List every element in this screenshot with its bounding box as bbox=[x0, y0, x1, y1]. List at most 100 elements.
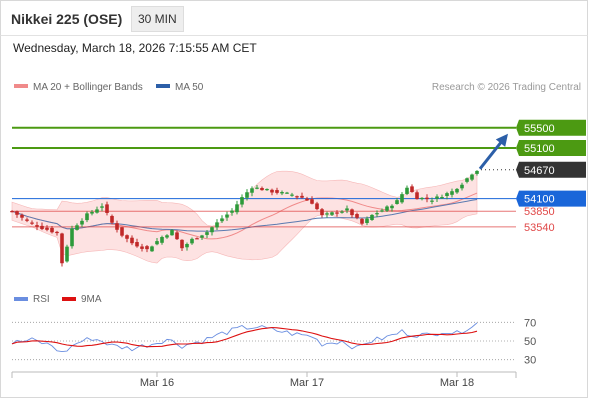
candle-body bbox=[460, 184, 464, 189]
candle-body bbox=[50, 227, 54, 233]
candle-body bbox=[440, 197, 444, 199]
rsi-ma-legend-swatch bbox=[62, 297, 76, 301]
candle-body bbox=[280, 192, 284, 194]
candle-body bbox=[455, 188, 459, 193]
candle-body bbox=[200, 235, 204, 238]
rsi-line bbox=[11, 322, 478, 353]
candle-body bbox=[340, 211, 344, 213]
candle-body bbox=[170, 230, 174, 236]
candle-body bbox=[435, 196, 439, 199]
candle-body bbox=[475, 170, 479, 174]
candle-body bbox=[285, 192, 289, 194]
candle-body bbox=[335, 212, 339, 214]
rsi-tick-30: 30 bbox=[524, 355, 536, 367]
candle-body bbox=[225, 214, 229, 218]
candle-body bbox=[35, 225, 39, 227]
level-label-55100: 55100 bbox=[524, 143, 555, 155]
candle-body bbox=[400, 194, 404, 203]
candle-body bbox=[380, 210, 384, 212]
candle-body bbox=[60, 233, 64, 264]
candle-body bbox=[295, 196, 299, 198]
candle-body bbox=[360, 218, 364, 224]
candle-body bbox=[425, 197, 429, 200]
candle-body bbox=[195, 238, 199, 240]
candle-body bbox=[330, 212, 334, 215]
candle-body bbox=[80, 220, 84, 225]
candle-body bbox=[250, 188, 254, 193]
candle-body bbox=[270, 189, 274, 193]
candle-body bbox=[150, 246, 154, 252]
candle-body bbox=[365, 218, 369, 224]
level-label-54670: 54670 bbox=[524, 165, 555, 177]
projection-arrow bbox=[478, 138, 505, 170]
candle-body bbox=[465, 178, 469, 182]
candle-body bbox=[10, 211, 14, 213]
level-tag-55100 bbox=[516, 140, 586, 157]
candle-body bbox=[255, 187, 259, 189]
instrument-title: Nikkei 225 (OSE) bbox=[11, 11, 123, 27]
chart-frame bbox=[0, 36, 588, 398]
candle-body bbox=[190, 238, 194, 244]
main-legend: MA 20 + Bollinger Bands MA 50 Research ©… bbox=[14, 82, 581, 93]
candle-body bbox=[85, 213, 89, 221]
rsi-legend-swatch bbox=[14, 297, 28, 301]
ma50-legend-label: MA 50 bbox=[175, 82, 204, 93]
candle-body bbox=[450, 191, 454, 195]
projection-arrow-head bbox=[495, 133, 508, 147]
bollinger-band bbox=[11, 170, 478, 264]
candle-body bbox=[180, 239, 184, 249]
candle-body bbox=[275, 190, 279, 193]
candle-body bbox=[120, 227, 124, 236]
rsi-legend-label: RSI bbox=[33, 294, 50, 305]
candle-body bbox=[405, 187, 409, 194]
candle-body bbox=[160, 237, 164, 243]
candle-body bbox=[470, 174, 474, 180]
candle-body bbox=[345, 208, 349, 211]
candle-body bbox=[420, 197, 424, 200]
candle-body bbox=[235, 204, 239, 213]
candle-body bbox=[70, 228, 74, 247]
candle-body bbox=[185, 243, 189, 248]
candle-body bbox=[350, 209, 354, 216]
candle-body bbox=[90, 211, 94, 214]
research-credit: Research © 2026 Trading Central bbox=[432, 82, 581, 93]
candle-body bbox=[135, 242, 139, 247]
candle-body bbox=[95, 209, 99, 213]
candles bbox=[10, 170, 479, 267]
candle-body bbox=[65, 246, 69, 262]
interval-selector[interactable]: 30 MIN bbox=[131, 6, 184, 32]
candle-body bbox=[385, 206, 389, 211]
candle-body bbox=[145, 246, 149, 250]
rsi-tick-50: 50 bbox=[524, 336, 536, 348]
x-tick-label: Mar 18 bbox=[440, 377, 474, 389]
ma20-legend-label: MA 20 + Bollinger Bands bbox=[33, 82, 143, 93]
candle-body bbox=[125, 235, 129, 239]
candle-body bbox=[40, 225, 44, 230]
candle-body bbox=[320, 209, 324, 216]
level-tag-54670 bbox=[516, 161, 586, 178]
time-axis: Mar 16 Mar 17 Mar 18 bbox=[11, 371, 517, 389]
ma50-legend-swatch bbox=[156, 84, 170, 88]
candle-body bbox=[245, 192, 249, 198]
candle-body bbox=[175, 232, 179, 240]
chart-header: Nikkei 225 (OSE) 30 MIN bbox=[0, 0, 588, 36]
candle-body bbox=[410, 186, 414, 193]
candle-body bbox=[230, 210, 234, 213]
candle-body bbox=[240, 197, 244, 205]
candle-body bbox=[415, 192, 419, 200]
rsi-tick-70: 70 bbox=[524, 317, 536, 329]
level-label-55500: 55500 bbox=[524, 123, 555, 135]
candle-body bbox=[315, 203, 319, 210]
level-label-53540: 53540 bbox=[524, 222, 555, 234]
candle-body bbox=[355, 214, 359, 218]
candle-body bbox=[395, 200, 399, 204]
candle-body bbox=[55, 231, 59, 234]
level-tag-55500 bbox=[516, 119, 586, 136]
candle-body bbox=[30, 222, 34, 224]
rsi-ma-line bbox=[11, 326, 478, 348]
candle-body bbox=[165, 235, 169, 238]
candle-body bbox=[310, 199, 314, 204]
rsi-panel: 70 50 30 bbox=[11, 317, 536, 367]
candle-body bbox=[260, 187, 264, 191]
